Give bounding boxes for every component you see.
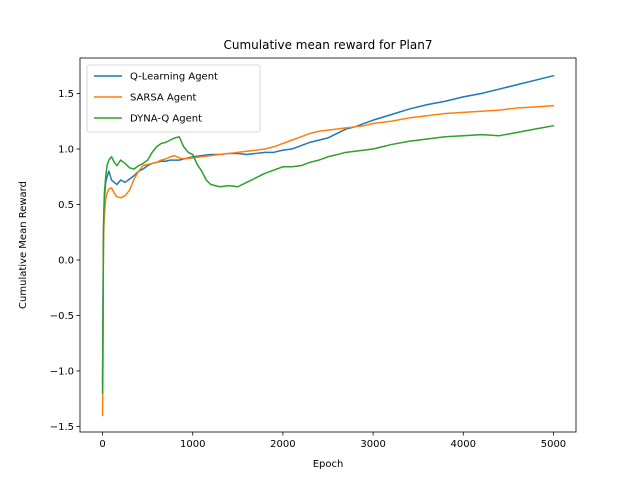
- x-tick-label: 4000: [451, 439, 476, 450]
- series-layer: [101, 74, 555, 417]
- x-tick-label: 0: [99, 439, 105, 450]
- x-tick-label: 2000: [270, 439, 295, 450]
- x-tick-label: 3000: [360, 439, 385, 450]
- y-axis-label: Cumulative Mean Reward: [18, 181, 29, 309]
- y-tick-label: −0.5: [50, 311, 74, 322]
- y-tick-label: −1.0: [50, 366, 74, 377]
- legend-entry-1: Q-Learning Agent: [130, 72, 218, 83]
- y-tick-label: 0.5: [58, 200, 74, 211]
- x-axis-label: Epoch: [313, 459, 344, 470]
- y-tick-label: −1.5: [50, 422, 74, 433]
- x-tick-label: 1000: [180, 439, 205, 450]
- x-axis: 0 1000 2000 3000 4000 5000: [99, 432, 566, 450]
- legend-entry-3: DYNA-Q Agent: [130, 114, 202, 125]
- chart-title: Cumulative mean reward for Plan7: [223, 38, 432, 52]
- y-axis: −1.5 −1.0 −0.5 0.0 0.5 1.0 1.5: [50, 89, 80, 433]
- plot-frame: [79, 57, 577, 433]
- series-line-3: [101, 124, 555, 394]
- y-tick-label: 1.5: [58, 89, 74, 100]
- y-tick-label: 0.0: [58, 255, 74, 266]
- legend-box: [86, 64, 261, 133]
- legend: Q-Learning Agent SARSA Agent DYNA-Q Agent: [86, 64, 261, 133]
- x-tick-label: 5000: [541, 439, 566, 450]
- y-tick-label: 1.0: [58, 145, 74, 156]
- legend-entry-2: SARSA Agent: [130, 93, 197, 104]
- series-line-2: [101, 104, 555, 417]
